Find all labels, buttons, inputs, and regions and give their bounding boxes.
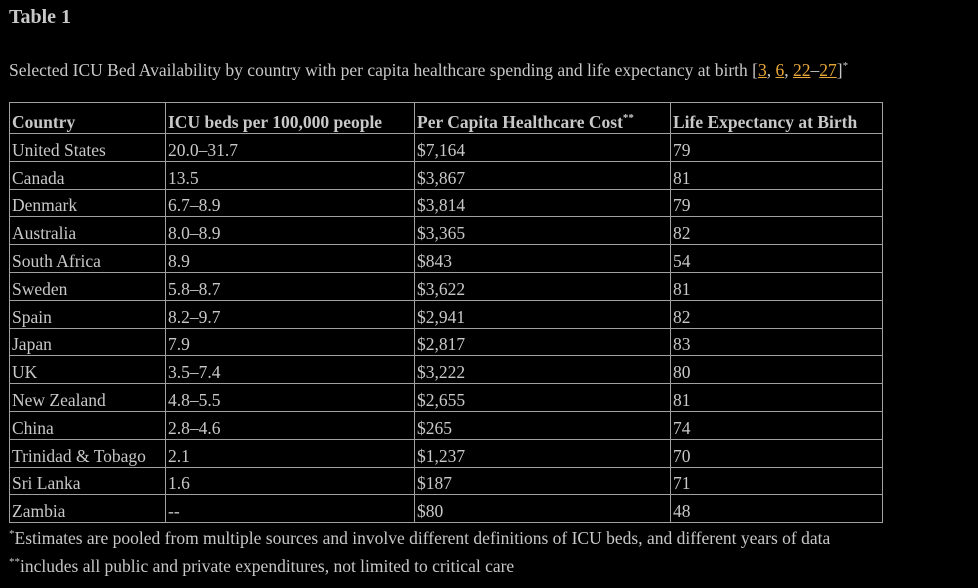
cell-life-expectancy: 48 [670,494,883,524]
cell-life-expectancy: 79 [670,188,883,218]
table-row: Spain 8.2–9.7 $2,941 82 [9,299,883,329]
table-body: United States 20.0–31.7 $7,164 79 Canada 13.5… [9,133,883,524]
caption-footnote-mark: * [842,60,849,73]
cell-life-expectancy: 79 [670,133,883,162]
cell-healthcare-cost: $3,222 [414,355,671,385]
cell-icu-beds: 7.9 [165,327,415,357]
table-row: Canada 13.5 $3,867 81 [9,160,883,190]
footnote-2-text: includes all public and private expendit… [20,556,515,576]
cell-country: New Zealand [9,383,166,412]
cell-healthcare-cost: $80 [414,494,671,524]
cell-healthcare-cost: $843 [414,244,671,273]
caption-separator: , [784,60,793,80]
cell-country: Denmark [9,188,166,218]
table-row: Sri Lanka 1.6 $187 71 [9,466,883,496]
table-caption: Selected ICU Bed Availability by country… [9,60,848,81]
cell-icu-beds: 2.8–4.6 [165,410,415,440]
cell-icu-beds: 2.1 [165,438,415,468]
footnote-2: **includes all public and private expend… [9,556,514,577]
header-healthcare-cost: Per Capita Healthcare Cost** [414,102,671,134]
caption-close: ] [836,60,843,80]
cell-healthcare-cost: $3,365 [414,216,671,246]
cell-country: Australia [9,216,166,246]
cell-icu-beds: 8.9 [165,244,415,273]
table-row: Sweden 5.8–8.7 $3,622 81 [9,271,883,301]
ref-link-3[interactable]: 3 [758,60,767,80]
table-row: China 2.8–4.6 $265 74 [9,410,883,440]
footnote-2-mark: ** [9,556,20,569]
cell-healthcare-cost: $3,622 [414,271,671,301]
cell-life-expectancy: 81 [670,383,883,412]
header-healthcare-cost-label: Per Capita Healthcare Cost [417,112,623,132]
cell-life-expectancy: 82 [670,216,883,246]
cell-country: China [9,410,166,440]
cell-healthcare-cost: $2,655 [414,383,671,412]
cell-country: Sweden [9,271,166,301]
cell-country: United States [9,133,166,162]
cell-icu-beds: 8.0–8.9 [165,216,415,246]
cell-icu-beds: 4.8–5.5 [165,383,415,412]
cell-life-expectancy: 71 [670,466,883,496]
cell-life-expectancy: 81 [670,160,883,190]
cell-life-expectancy: 54 [670,244,883,273]
cell-healthcare-cost: $7,164 [414,133,671,162]
cell-country: Sri Lanka [9,466,166,496]
cell-healthcare-cost: $1,237 [414,438,671,468]
cell-icu-beds: 13.5 [165,160,415,190]
cell-country: Spain [9,299,166,329]
caption-dash: – [810,60,820,80]
table-row: Zambia -- $80 48 [9,494,883,524]
header-icu-beds: ICU beds per 100,000 people [165,102,415,134]
cell-healthcare-cost: $3,867 [414,160,671,190]
cell-icu-beds: 8.2–9.7 [165,299,415,329]
cell-country: South Africa [9,244,166,273]
header-footnote-mark: ** [622,112,634,125]
cell-life-expectancy: 80 [670,355,883,385]
cell-life-expectancy: 82 [670,299,883,329]
cell-country: Canada [9,160,166,190]
ref-link-27[interactable]: 27 [819,60,837,80]
table-row: United States 20.0–31.7 $7,164 79 [9,133,883,162]
table-row: Trinidad & Tobago 2.1 $1,237 70 [9,438,883,468]
cell-healthcare-cost: $2,941 [414,299,671,329]
cell-healthcare-cost: $2,817 [414,327,671,357]
cell-life-expectancy: 74 [670,410,883,440]
cell-icu-beds: 5.8–8.7 [165,271,415,301]
cell-life-expectancy: 70 [670,438,883,468]
table-header-row: Country ICU beds per 100,000 people Per … [9,102,883,134]
footnote-1-text: Estimates are pooled from multiple sourc… [14,528,831,548]
header-country: Country [9,102,166,134]
footnote-1-mark: * [9,528,15,541]
header-life-expectancy: Life Expectancy at Birth [670,102,883,134]
cell-life-expectancy: 81 [670,271,883,301]
cell-country: UK [9,355,166,385]
ref-link-22[interactable]: 22 [793,60,811,80]
ref-link-6[interactable]: 6 [775,60,785,80]
table-title: Table 1 [9,6,72,28]
table-row: Denmark 6.7–8.9 $3,814 79 [9,188,883,218]
table-row: New Zealand 4.8–5.5 $2,655 81 [9,383,883,412]
cell-icu-beds: 3.5–7.4 [165,355,415,385]
icu-table: Country ICU beds per 100,000 people Per … [9,102,883,524]
cell-icu-beds: -- [165,494,415,524]
cell-icu-beds: 1.6 [165,466,415,496]
cell-life-expectancy: 83 [670,327,883,357]
cell-country: Zambia [9,494,166,524]
cell-healthcare-cost: $265 [414,410,671,440]
cell-healthcare-cost: $187 [414,466,671,496]
cell-icu-beds: 6.7–8.9 [165,188,415,218]
table-row: Australia 8.0–8.9 $3,365 82 [9,216,883,246]
cell-country: Trinidad & Tobago [9,438,166,468]
cell-icu-beds: 20.0–31.7 [165,133,415,162]
table-row: Japan 7.9 $2,817 83 [9,327,883,357]
caption-separator: , [766,60,776,80]
footnote-1: *Estimates are pooled from multiple sour… [9,528,830,549]
table-row: South Africa 8.9 $843 54 [9,244,883,273]
cell-healthcare-cost: $3,814 [414,188,671,218]
cell-country: Japan [9,327,166,357]
table-row: UK 3.5–7.4 $3,222 80 [9,355,883,385]
caption-text: Selected ICU Bed Availability by country… [9,60,758,80]
